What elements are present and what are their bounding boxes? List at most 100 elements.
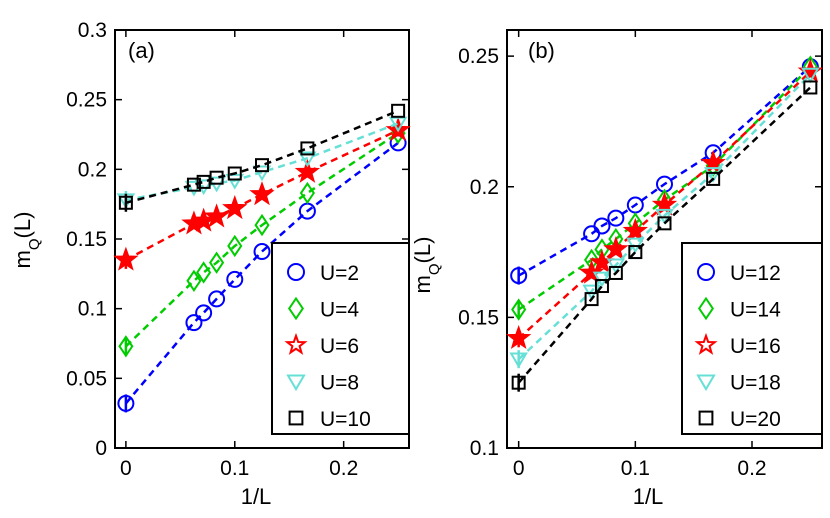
x-tick-label-a-2: 0.2	[329, 457, 358, 480]
legend-marker-u-6	[284, 332, 308, 355]
y-tick-label-a-5: 0.25	[66, 89, 107, 112]
y-tick-label-b-3: 0.25	[458, 45, 499, 68]
y-axis-label-main-b: m	[410, 275, 435, 293]
y-axis-label-b: mQ(L)	[410, 237, 443, 294]
point-u-10-6	[300, 141, 315, 156]
point-u-2-0	[117, 394, 135, 412]
series-line-u-10	[125, 109, 399, 205]
point-u-20-7	[803, 80, 818, 95]
point-u-14-0	[511, 298, 527, 321]
point-u-20-4	[628, 245, 643, 260]
point-u-4-0	[118, 335, 134, 358]
point-u-12-2	[593, 217, 611, 235]
legend-label-u-2: U=2	[320, 262, 359, 285]
x-tick-label-a-1: 0.1	[220, 457, 249, 480]
point-u-12-3	[607, 209, 625, 227]
legend-marker-u-10	[288, 410, 304, 426]
point-u-18-6	[703, 167, 723, 183]
point-u-10-4	[227, 166, 242, 181]
x-axis-label-a: 1/L	[241, 484, 272, 509]
point-u-8-5	[252, 165, 272, 182]
point-u-18-2	[592, 271, 612, 288]
y-tick-label-a-6: 0.3	[78, 19, 107, 42]
point-u-2-2	[195, 304, 213, 322]
series-u-20	[511, 80, 818, 392]
x-tick-label-b-2: 0.2	[737, 457, 766, 480]
point-u-12-0	[510, 267, 528, 285]
point-u-6-6	[294, 158, 321, 183]
series-u-10	[118, 103, 406, 212]
point-u-20-0	[511, 375, 526, 390]
y-axis-label-main-a: m	[10, 250, 35, 268]
series-line-u-12	[518, 65, 812, 277]
series-u-6	[113, 117, 411, 271]
series-layer-a	[113, 103, 411, 413]
point-u-16-0	[506, 324, 532, 350]
point-u-4-6	[299, 181, 315, 205]
y-tick-label-a-0: 0	[95, 437, 107, 460]
series-line-u-18	[517, 73, 812, 361]
y-axis-label-tail-a: (L)	[10, 212, 35, 239]
point-u-2-4	[226, 270, 244, 288]
point-u-10-0	[118, 195, 133, 210]
y-tick-label-a-4: 0.2	[78, 158, 107, 181]
x-tick-label-a-0: 0	[120, 457, 132, 480]
point-u-20-6	[706, 171, 721, 186]
x-axis-label-b: 1/L	[633, 484, 664, 509]
x-tick-label-b-0: 0	[513, 457, 525, 480]
point-u-18-0	[509, 352, 528, 369]
legend-marker-u-4	[287, 296, 305, 321]
plot-frame-b	[506, 29, 823, 449]
point-u-6-0	[113, 246, 139, 271]
ticks-a: 0 0.05 0.1 0.15 0.2 0.25 0.3 0 0.1 0.2	[66, 19, 409, 480]
y-tick-label-a-3: 0.15	[66, 228, 107, 251]
x-tick-label-b-1: 0.1	[621, 457, 650, 480]
point-u-8-4	[225, 173, 245, 190]
point-u-16-3	[603, 236, 629, 261]
point-u-8-6	[298, 151, 317, 168]
legend-label-u-4: U=4	[320, 299, 359, 322]
series-line-u-20	[517, 86, 812, 384]
point-u-2-5	[253, 243, 271, 261]
point-u-6-4	[222, 195, 248, 220]
point-u-10-5	[255, 158, 269, 173]
point-u-20-3	[608, 265, 623, 280]
point-u-4-2	[196, 261, 212, 284]
point-u-4-1	[186, 269, 202, 292]
panel-a: 0 0.05 0.1 0.15 0.2 0.25 0.3 0 0.1 0.2 (a) 1/L mQ…	[10, 19, 411, 509]
legend-marker-u-14	[697, 296, 715, 321]
legend-label-u-10: U=10	[320, 408, 371, 431]
point-u-20-1	[584, 292, 599, 307]
point-u-18-7	[801, 67, 820, 84]
legend-label-u-6: U=6	[320, 335, 359, 358]
point-u-18-3	[606, 258, 626, 275]
legend-items-a: U=2 U=4 U=6 U=8 U=10	[284, 262, 371, 431]
point-u-20-2	[594, 279, 609, 294]
legend-label-u-12: U=12	[730, 262, 781, 285]
y-axis-label-sub-b: Q	[426, 263, 443, 275]
legend-marker-u-2	[287, 263, 305, 281]
point-u-4-4	[227, 234, 243, 258]
legend-label-u-8: U=8	[320, 372, 359, 395]
panel-label-a: (a)	[128, 38, 155, 63]
legend-label-u-14: U=14	[730, 299, 781, 322]
y-tick-label-a-1: 0.05	[66, 367, 107, 390]
legend-marker-u-20	[698, 410, 714, 426]
panel-label-b: (b)	[528, 38, 555, 63]
legend-marker-u-16	[694, 332, 718, 355]
legend-label-u-18: U=18	[730, 372, 781, 395]
y-tick-label-b-0: 0.1	[470, 437, 499, 460]
y-axis-label-tail-b: (L)	[410, 237, 435, 264]
point-u-6-5	[249, 181, 275, 206]
y-axis-label-sub-a: Q	[26, 238, 43, 250]
legend-label-u-20: U=20	[730, 408, 781, 431]
legend-marker-u-18	[696, 374, 716, 392]
y-axis-label-a: mQ(L)	[10, 212, 43, 269]
series-line-u-8	[125, 122, 399, 202]
point-u-2-1	[185, 314, 203, 332]
point-u-18-5	[655, 208, 674, 225]
point-u-6-3	[203, 203, 230, 228]
legend-a: U=2 U=4 U=6 U=8 U=10	[271, 242, 410, 435]
y-tick-label-b-2: 0.2	[470, 176, 499, 199]
